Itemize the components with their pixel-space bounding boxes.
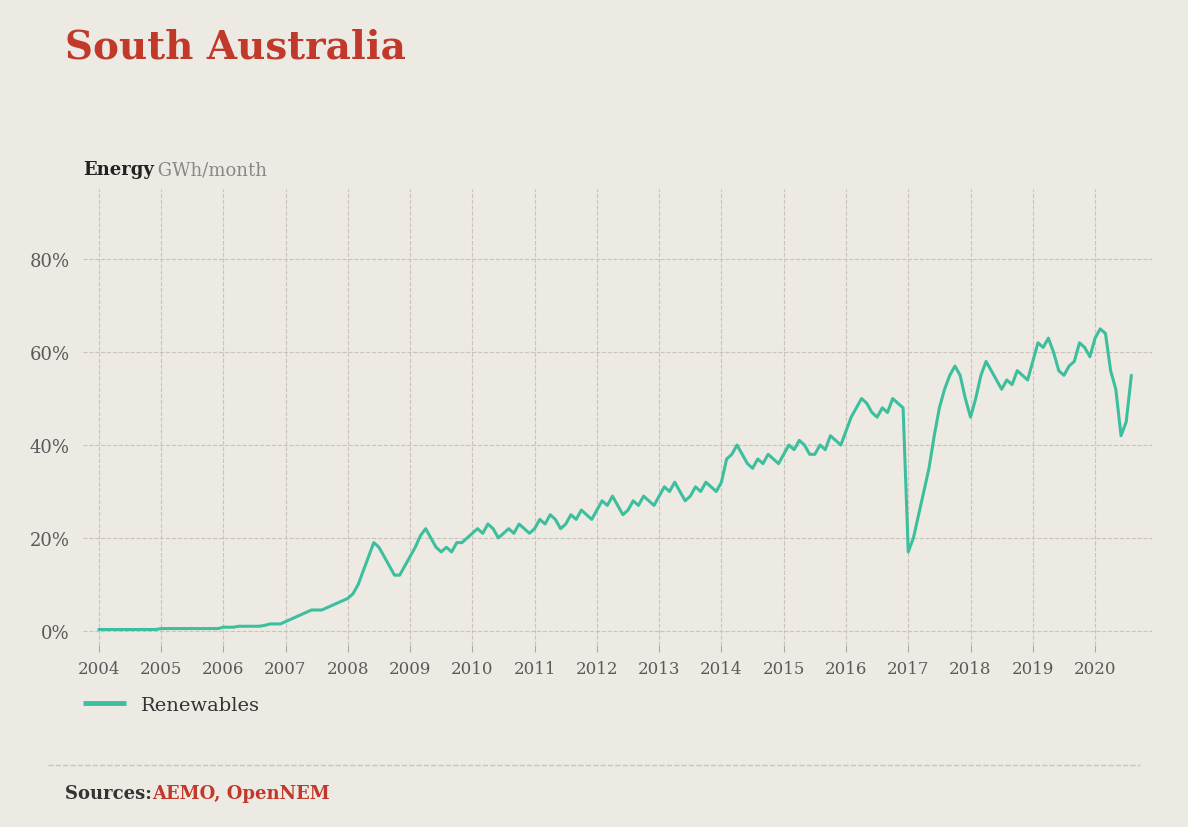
Text: South Australia: South Australia [65,29,406,67]
Text: GWh/month: GWh/month [152,161,267,179]
Legend: Renewables: Renewables [75,688,268,722]
Text: Energy: Energy [83,161,154,179]
Text: AEMO, OpenNEM: AEMO, OpenNEM [152,784,330,802]
Text: Sources:: Sources: [65,784,158,802]
